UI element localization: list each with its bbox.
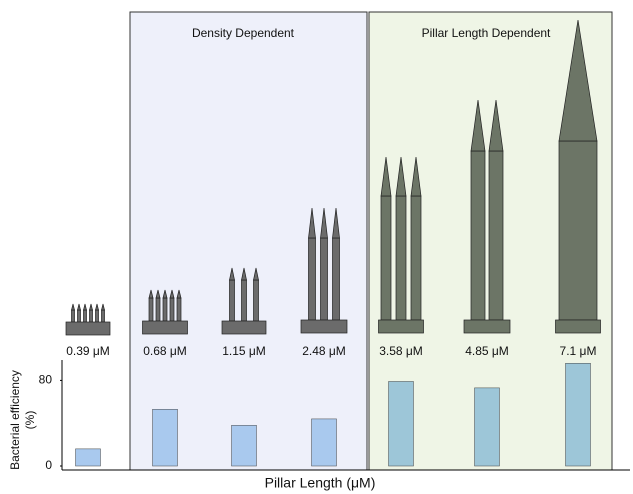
y-tick-label: 80	[39, 373, 53, 387]
pillar	[162, 297, 168, 322]
category-label: 3.58 μM	[379, 344, 423, 358]
y-axis-label: (%)	[23, 411, 37, 430]
pillar-tip	[253, 267, 259, 281]
pillar	[395, 195, 407, 321]
pillar-tip	[95, 303, 99, 311]
pillar	[77, 309, 81, 323]
category-label: 4.85 μM	[465, 344, 509, 358]
bar	[152, 409, 178, 467]
pillar	[101, 309, 105, 323]
pillar-base	[300, 319, 348, 334]
pillar-tip	[410, 156, 422, 197]
pillar-tip	[101, 303, 105, 311]
y-tick-label: 0	[45, 458, 52, 472]
bar	[75, 448, 101, 467]
category-label: 1.15 μM	[222, 344, 266, 358]
pillar-base	[378, 319, 424, 334]
group-label: Pillar Length Dependent	[422, 26, 551, 40]
pillar-tip	[320, 207, 328, 239]
pillar-tip	[176, 289, 182, 299]
pillar	[176, 297, 182, 322]
pillar-tip	[77, 303, 81, 311]
pillar-tip	[470, 99, 486, 152]
bar	[231, 425, 257, 467]
pillar	[148, 297, 154, 322]
pillar-tip	[488, 99, 504, 152]
pillar-tip	[148, 289, 154, 299]
pillar	[410, 195, 422, 321]
pillar	[332, 237, 340, 321]
pillar-tip	[162, 289, 168, 299]
pillar-tip	[308, 207, 316, 239]
pillar	[488, 150, 504, 321]
pillar	[241, 279, 247, 322]
pillar	[380, 195, 392, 321]
category-label: 7.1 μM	[560, 344, 597, 358]
pillar	[253, 279, 259, 322]
pillar	[308, 237, 316, 321]
bar	[388, 381, 414, 467]
pillar-tip	[395, 156, 407, 197]
pillar-tip	[83, 303, 87, 311]
pillar-base	[65, 321, 111, 336]
pillar	[169, 297, 175, 322]
pillar-tip	[332, 207, 340, 239]
group-label: Density Dependent	[192, 26, 295, 40]
x-axis-label: Pillar Length (μM)	[265, 475, 376, 491]
pillar-base	[221, 320, 267, 335]
pillar	[558, 140, 598, 321]
pillar	[89, 309, 93, 323]
pillar-tip	[229, 267, 235, 281]
category-label: 0.39 μM	[66, 344, 110, 358]
pillar	[229, 279, 235, 322]
pillar-base	[555, 319, 601, 334]
pillar-tip	[155, 289, 161, 299]
pillar-tip	[169, 289, 175, 299]
pillar-tip	[89, 303, 93, 311]
pillar-tip	[380, 156, 392, 197]
y-axis-label: Bacterial efficiency	[8, 370, 22, 470]
density-group-box	[129, 11, 368, 471]
pillar-tip	[558, 19, 598, 142]
pillar-base	[463, 319, 511, 334]
bar	[311, 418, 337, 467]
pillar	[470, 150, 486, 321]
pillar	[83, 309, 87, 323]
bar	[565, 363, 591, 467]
pillar	[320, 237, 328, 321]
bar	[474, 387, 500, 467]
category-label: 0.68 μM	[143, 344, 187, 358]
pillar	[155, 297, 161, 322]
category-label: 2.48 μM	[302, 344, 346, 358]
pillar-tip	[241, 267, 247, 281]
pillar-tip	[71, 303, 75, 311]
pillar	[95, 309, 99, 323]
pillar-base	[142, 320, 188, 335]
pillar	[71, 309, 75, 323]
